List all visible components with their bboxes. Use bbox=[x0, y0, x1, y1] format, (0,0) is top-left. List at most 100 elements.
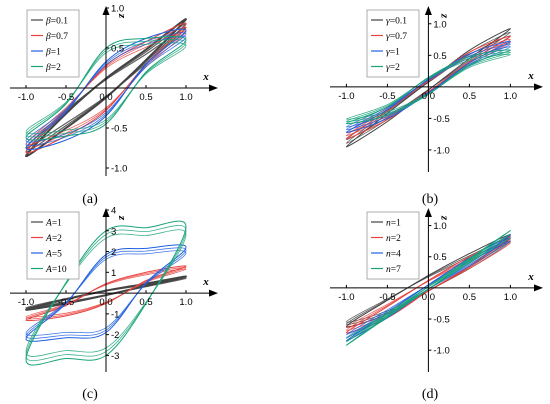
panel-2-xtick-label-0: -1.0 bbox=[18, 297, 34, 308]
panel-0: -1.0 -0.5 0.0 0.5 1.0-1.0-0.50.51.0xzβ=0.1β=… bbox=[10, 4, 218, 207]
panel-1-series-3-cycle-1 bbox=[346, 51, 511, 122]
panel-1-legend-box bbox=[366, 9, 420, 78]
panel-3-series-1-line bbox=[345, 236, 511, 334]
panel-3-legend-label-0: n=1 bbox=[386, 219, 401, 229]
panel-1-series-3-cycle-2 bbox=[346, 53, 511, 120]
panel-2-ytick-label-2: -1 bbox=[111, 309, 119, 320]
panel-0-legend-label-0: β=0.1 bbox=[45, 17, 68, 27]
panel-1-legend-label-1: γ=0.7 bbox=[386, 32, 407, 42]
panel-2-legend-label-0: A=1 bbox=[45, 219, 62, 229]
panel-2-legend-box bbox=[26, 211, 80, 280]
panel-0-ytick-label-1: -0.5 bbox=[111, 124, 127, 135]
panel-0-ylabel: z bbox=[116, 13, 128, 19]
panel-0-legend-label-2: β=1 bbox=[45, 48, 61, 58]
panel-2-y-arrow bbox=[102, 208, 110, 217]
panel-2-xtick-label-4: 1.0 bbox=[179, 297, 192, 308]
panel-3-xtick-label-2: 0.0 bbox=[422, 292, 435, 303]
panel-2-legend-label-3: A=10 bbox=[45, 265, 67, 275]
panel-0-xlabel: x bbox=[202, 71, 209, 83]
panel-2-ytick-label-3: 1 bbox=[111, 268, 116, 279]
panel-1-xtick-label-2: 0.0 bbox=[422, 91, 435, 102]
panel-2-ytick-label-6: 4 bbox=[111, 206, 116, 217]
panel-0-ytick-label-0: -1.0 bbox=[111, 164, 127, 175]
panel-1-ytick-label-0: -1.0 bbox=[433, 145, 449, 156]
panel-1-legend: γ=0.1 γ=0.7 γ=1 γ=2 bbox=[366, 9, 420, 78]
panel-0-series-0-line bbox=[25, 18, 187, 158]
panel-3-ytick-label-1: -0.5 bbox=[433, 315, 449, 326]
panel-2-series-1-cycle-2 bbox=[25, 268, 187, 318]
panel-1-xtick-label-0: -1.0 bbox=[338, 91, 354, 102]
panel-0-series-2-cycle-2 bbox=[25, 35, 187, 143]
panel-0-series-3-cycle-2 bbox=[25, 42, 187, 135]
panel-3-legend: n=1 n=2 n=4 n=7 bbox=[366, 211, 420, 280]
panel-2-legend: A=1 A=2 A=5 A=10 bbox=[26, 211, 80, 280]
panel-0-legend-label-1: β=0.7 bbox=[45, 32, 68, 42]
panel-1-ytick-label-1: -0.5 bbox=[433, 114, 449, 125]
panel-2: -1.0 -0.5 0.0 0.5 1.0-3-2-11234xzA=1A=2A=5A=… bbox=[10, 206, 218, 402]
panel-3-ytick-label-0: -1.0 bbox=[433, 346, 449, 357]
panel-0-xtick-label-3: 0.5 bbox=[139, 92, 152, 103]
panel-1-xtick-label-1: -0.5 bbox=[379, 91, 395, 102]
panel-2-series-2-cycle-2 bbox=[25, 250, 187, 336]
panel-3-legend-label-2: n=4 bbox=[386, 250, 401, 260]
panel-0-x-arrow bbox=[209, 84, 218, 92]
panel-0-xtick-label-0: -1.0 bbox=[18, 92, 34, 103]
panel-1-series-0-cycle-1 bbox=[346, 31, 511, 144]
panel-3-ytick-label-3: 1.0 bbox=[433, 221, 446, 232]
panel-2-ytick-label-0: -3 bbox=[111, 351, 119, 362]
panel-1-xtick-label-3: 0.5 bbox=[463, 91, 476, 102]
panel-3-xtick-label-4: 1.0 bbox=[504, 292, 517, 303]
panel-3-x-arrow bbox=[534, 284, 543, 292]
panel-3-ytick-label-2: 0.5 bbox=[433, 252, 446, 263]
panel-2-x-arrow bbox=[209, 289, 218, 297]
panel-1-xlabel: x bbox=[527, 70, 534, 82]
panel-1-legend-label-2: γ=1 bbox=[386, 48, 400, 58]
panel-3-legend-label-3: n=7 bbox=[386, 265, 401, 275]
panel-2-label: (c) bbox=[82, 387, 98, 402]
panel-2-ytick-label-1: -2 bbox=[111, 330, 119, 341]
panel-0-ytick-label-2: 0.5 bbox=[111, 44, 124, 55]
panel-1-xtick-label-4: 1.0 bbox=[504, 91, 517, 102]
panel-2-ytick-label-5: 3 bbox=[111, 226, 116, 237]
panel-0-legend-label-3: β=2 bbox=[45, 63, 61, 73]
panel-0-legend: β=0.1 β=0.7 β=1 β=2 bbox=[26, 9, 80, 78]
panel-0-series-2-cycle-1 bbox=[25, 32, 187, 147]
panel-1-series-2-line bbox=[345, 40, 511, 133]
panel-2-ylabel: z bbox=[116, 215, 128, 221]
panel-1-y-arrow bbox=[424, 6, 432, 15]
panel-3-xtick-label-1: -0.5 bbox=[379, 292, 395, 303]
panel-0-ytick-label-3: 1.0 bbox=[111, 4, 124, 15]
panel-2-ytick-label-4: 2 bbox=[111, 247, 116, 258]
panel-0-label: (a) bbox=[82, 192, 98, 207]
panel-0-y-arrow bbox=[102, 6, 110, 15]
panel-1-ytick-label-3: 1.0 bbox=[433, 19, 446, 30]
panel-0-xtick-label-2: 0.0 bbox=[99, 92, 112, 103]
panel-1-legend-label-0: γ=0.1 bbox=[386, 17, 407, 27]
panel-1: -1.0 -0.5 0.0 0.5 1.0-1.0-0.50.51.0xzγ=0.1γ=… bbox=[330, 6, 543, 207]
panel-3-legend-label-1: n=2 bbox=[386, 234, 401, 244]
panel-2-xtick-label-3: 0.5 bbox=[139, 297, 152, 308]
panel-3-legend-box bbox=[366, 211, 420, 280]
panel-1-ylabel: z bbox=[438, 13, 450, 19]
panel-2-xtick-label-2: 0.0 bbox=[99, 297, 112, 308]
panel-1-x-arrow bbox=[534, 83, 543, 91]
panel-2-xlabel: x bbox=[202, 276, 209, 288]
panel-3-ylabel: z bbox=[438, 215, 450, 221]
panel-1-legend-label-3: γ=2 bbox=[386, 63, 400, 73]
panel-3-label: (d) bbox=[422, 387, 439, 402]
panel-1-ytick-label-2: 0.5 bbox=[433, 51, 446, 62]
panel-2-series-0-cycle-2 bbox=[25, 277, 187, 309]
panel-1-label: (b) bbox=[422, 192, 439, 207]
panel-2-legend-label-2: A=5 bbox=[45, 250, 62, 260]
panel-3-series-3-cycle-2 bbox=[346, 236, 511, 339]
panel-3-xtick-label-0: -1.0 bbox=[338, 292, 354, 303]
panel-0-legend-box bbox=[26, 9, 80, 78]
panel-3-xlabel: x bbox=[527, 271, 534, 283]
panel-0-xtick-label-4: 1.0 bbox=[179, 92, 192, 103]
panel-1-series-3-line bbox=[345, 49, 511, 125]
panel-3-y-arrow bbox=[424, 208, 432, 217]
panel-0-xtick-label-1: -0.5 bbox=[58, 92, 74, 103]
panel-3: -1.0 -0.5 0.0 0.5 1.0-1.0-0.50.51.0xzn=1n=2n… bbox=[330, 208, 543, 402]
panel-2-xtick-label-1: -0.5 bbox=[58, 297, 74, 308]
